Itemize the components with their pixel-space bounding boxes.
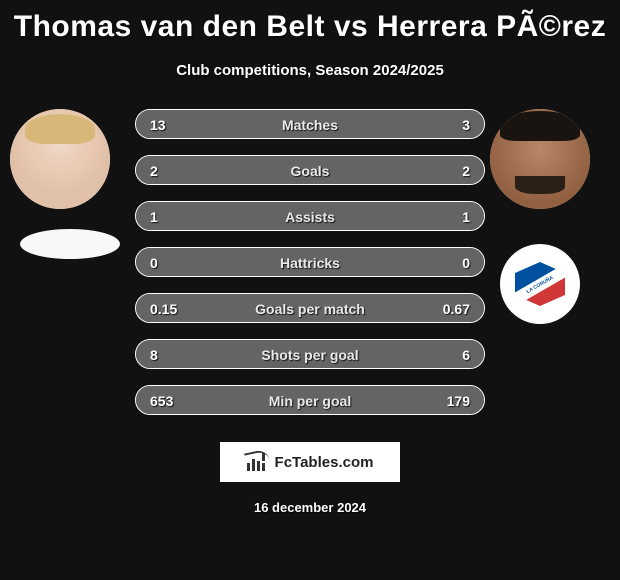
player-left-avatar [10, 109, 110, 209]
stat-label: Shots per goal [136, 340, 484, 369]
crest-band-text: LA CORUÑA [511, 265, 569, 305]
footer-date: 16 december 2024 [0, 500, 620, 515]
page-title: Thomas van den Belt vs Herrera PÃ©rez [0, 0, 620, 44]
deportivo-crest-icon: LA CORUÑA [510, 254, 570, 314]
footer-logo[interactable]: FcTables.com [220, 442, 400, 482]
page-subtitle: Club competitions, Season 2024/2025 [0, 62, 620, 79]
stat-bar: 653179Min per goal [135, 385, 485, 415]
stat-bar: 11Assists [135, 201, 485, 231]
stat-bar: 0.150.67Goals per match [135, 293, 485, 323]
stat-bar: 133Matches [135, 109, 485, 139]
stat-label: Min per goal [136, 386, 484, 415]
stat-label: Goals per match [136, 294, 484, 323]
stat-bar: 22Goals [135, 155, 485, 185]
club-left-badge [20, 229, 120, 259]
stat-bar: 86Shots per goal [135, 339, 485, 369]
stat-bar: 00Hattricks [135, 247, 485, 277]
stat-label: Matches [136, 110, 484, 139]
stat-label: Goals [136, 156, 484, 185]
stats-column: 133Matches 22Goals 11Assists 00Hattricks 0.1… [135, 109, 485, 431]
stat-label: Hattricks [136, 248, 484, 277]
club-right-badge: LA CORUÑA [500, 244, 580, 324]
player-right-face [490, 109, 590, 209]
player-left-face [10, 109, 110, 209]
footer-logo-text: FcTables.com [275, 454, 374, 471]
player-right-avatar [490, 109, 590, 209]
fctables-chart-icon [247, 453, 269, 471]
stat-label: Assists [136, 202, 484, 231]
